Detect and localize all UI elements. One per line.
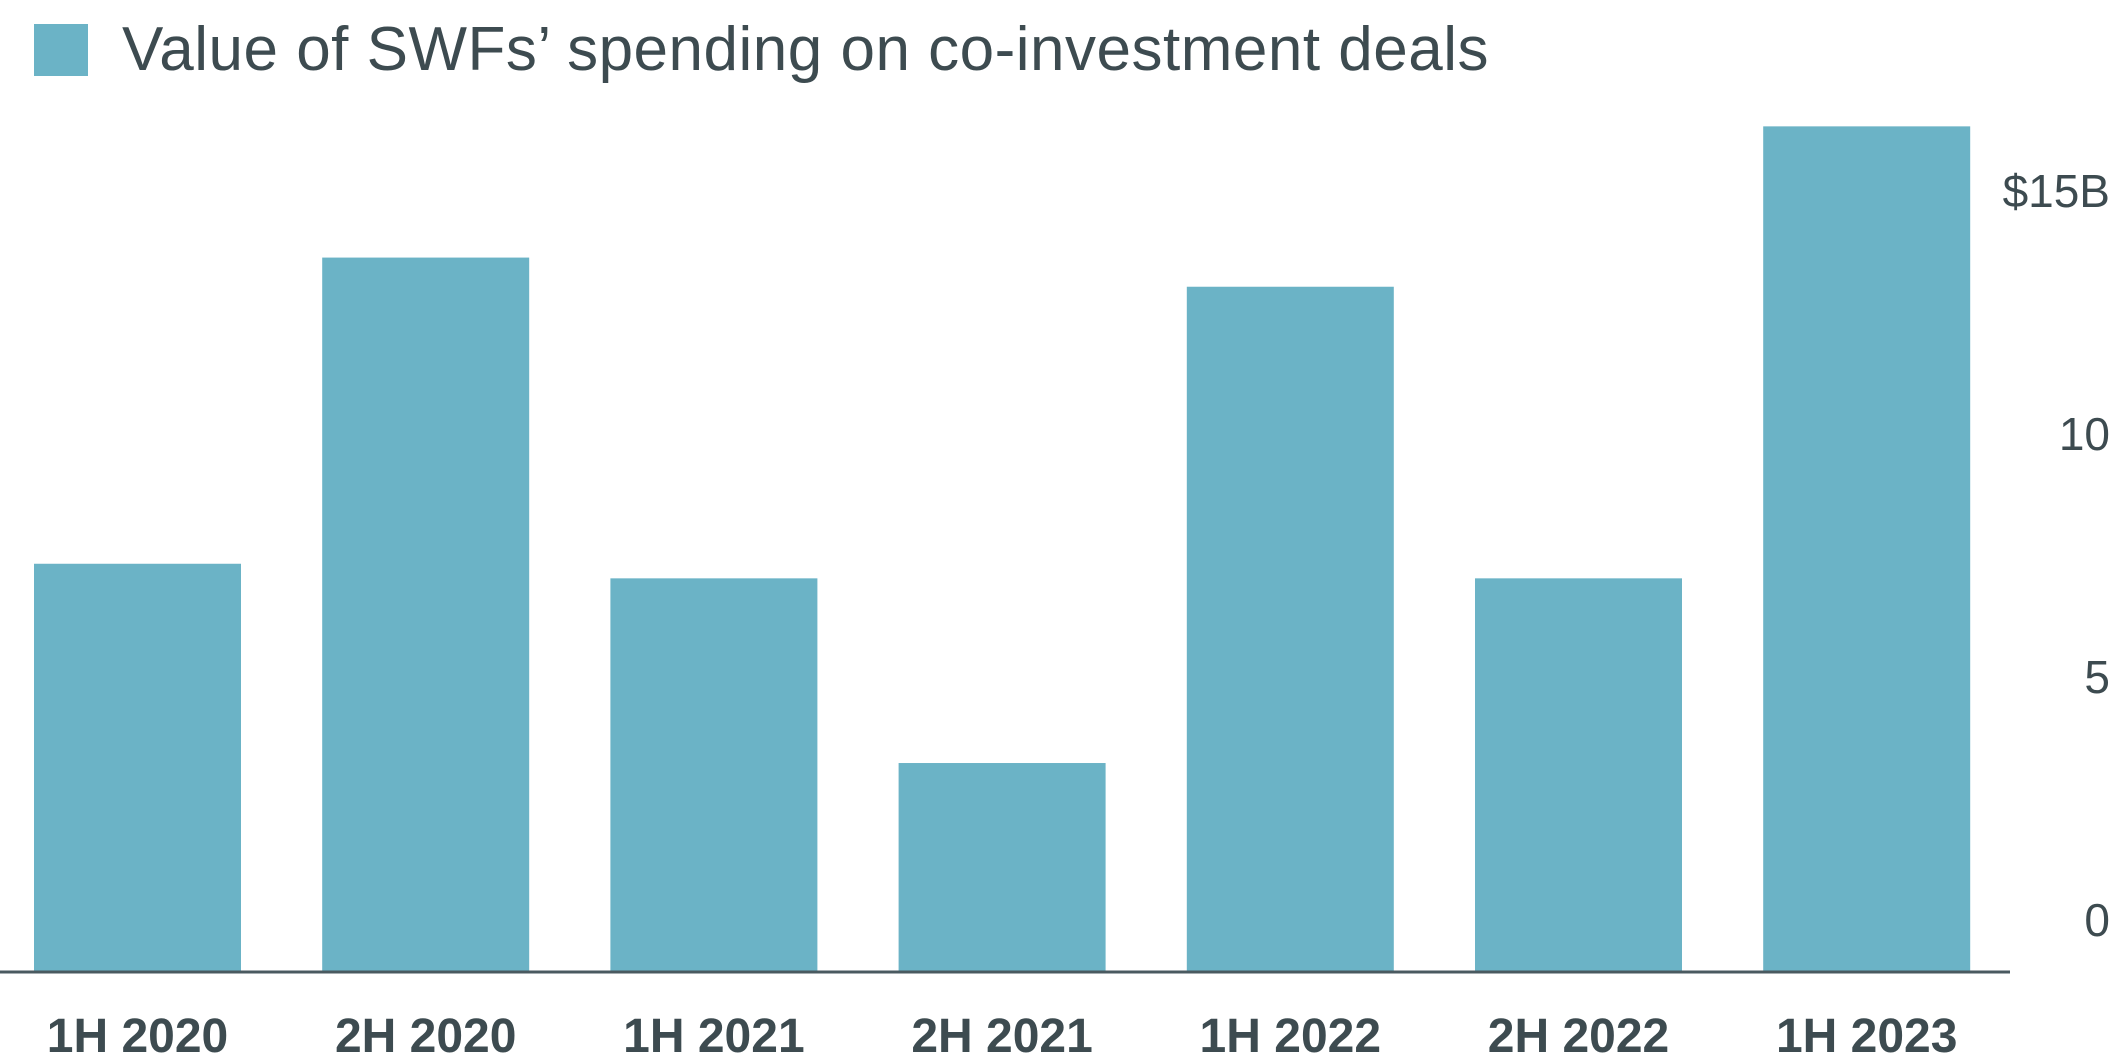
- bar-1h-2021: [610, 578, 818, 972]
- bar-2h-2021: [898, 763, 1106, 972]
- x-tick-label: 2H 2022: [1488, 1010, 1669, 1063]
- x-tick-label: 1H 2022: [1200, 1010, 1381, 1063]
- x-tick-label: 1H 2020: [47, 1010, 228, 1063]
- x-tick-label: 2H 2020: [335, 1010, 516, 1063]
- legend-swatch: [34, 23, 88, 76]
- x-tick-label: 1H 2023: [1776, 1010, 1957, 1063]
- bar-2h-2020: [322, 257, 530, 973]
- x-tick-label: 1H 2021: [623, 1010, 804, 1063]
- y-tick-label: 0: [2084, 894, 2110, 946]
- legend: Value of SWFs’ spending on co-investment…: [34, 14, 1489, 85]
- x-tick-label: 2H 2021: [911, 1010, 1092, 1063]
- y-tick-label: 10: [2059, 408, 2110, 460]
- y-tick-label: 5: [2084, 651, 2110, 703]
- bar-1h-2020: [34, 563, 241, 972]
- bar-1h-2023: [1763, 126, 1971, 973]
- bar-1h-2022: [1186, 286, 1394, 972]
- y-tick-label: $15B: [2003, 165, 2110, 217]
- legend-label: Value of SWFs’ spending on co-investment…: [122, 15, 1490, 84]
- bar-2h-2022: [1475, 578, 1682, 972]
